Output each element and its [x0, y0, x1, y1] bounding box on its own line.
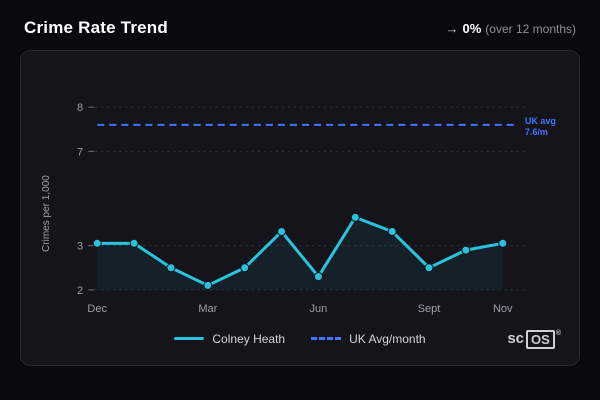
registered-mark: ® [555, 329, 561, 337]
logo-os-box: OS [526, 329, 555, 349]
svg-text:Dec: Dec [87, 303, 107, 315]
svg-text:3: 3 [77, 241, 83, 253]
svg-text:7: 7 [77, 146, 83, 158]
svg-text:Jun: Jun [310, 303, 328, 315]
trend-arrow-icon: → [445, 20, 459, 36]
svg-text:7.6/m: 7.6/m [525, 127, 548, 137]
svg-text:Nov: Nov [493, 303, 513, 315]
trend-indicator: → 0% (over 12 months) [446, 21, 577, 36]
crime-trend-line-chart: 2 3 7 8 Dec Mar Jun Sept Nov Crimes per 1,000 UK a… [41, 102, 556, 315]
legend-label: UK Avg/month [349, 331, 426, 346]
svg-text:Crimes per 1,000: Crimes per 1,000 [41, 175, 52, 252]
svg-text:UK avg: UK avg [525, 116, 556, 126]
chart-footer: Colney Heath UK Avg/month sc OS ® [33, 328, 567, 358]
legend-item-uk-avg: UK Avg/month [311, 332, 426, 346]
chart-legend: Colney Heath UK Avg/month [33, 332, 567, 346]
legend-label: Colney Heath [212, 331, 286, 346]
logo-prefix: sc [507, 329, 525, 347]
trend-period: (over 12 months) [485, 21, 576, 36]
chart-card: 2 3 7 8 Dec Mar Jun Sept Nov Crimes per 1,000 UK a… [20, 50, 580, 366]
scos-logo: sc OS ® [507, 329, 561, 349]
legend-item-colney-heath: Colney Heath [174, 332, 285, 346]
trend-value: 0% [462, 20, 482, 36]
svg-text:8: 8 [77, 102, 83, 114]
dashed-line-swatch [311, 337, 342, 341]
svg-text:Sept: Sept [418, 303, 441, 315]
page-header: Crime Rate Trend → 0% (over 12 months) [0, 0, 600, 50]
svg-text:2: 2 [77, 285, 83, 297]
solid-line-swatch [174, 337, 205, 341]
svg-text:Mar: Mar [198, 303, 217, 315]
page-title: Crime Rate Trend [24, 18, 168, 37]
